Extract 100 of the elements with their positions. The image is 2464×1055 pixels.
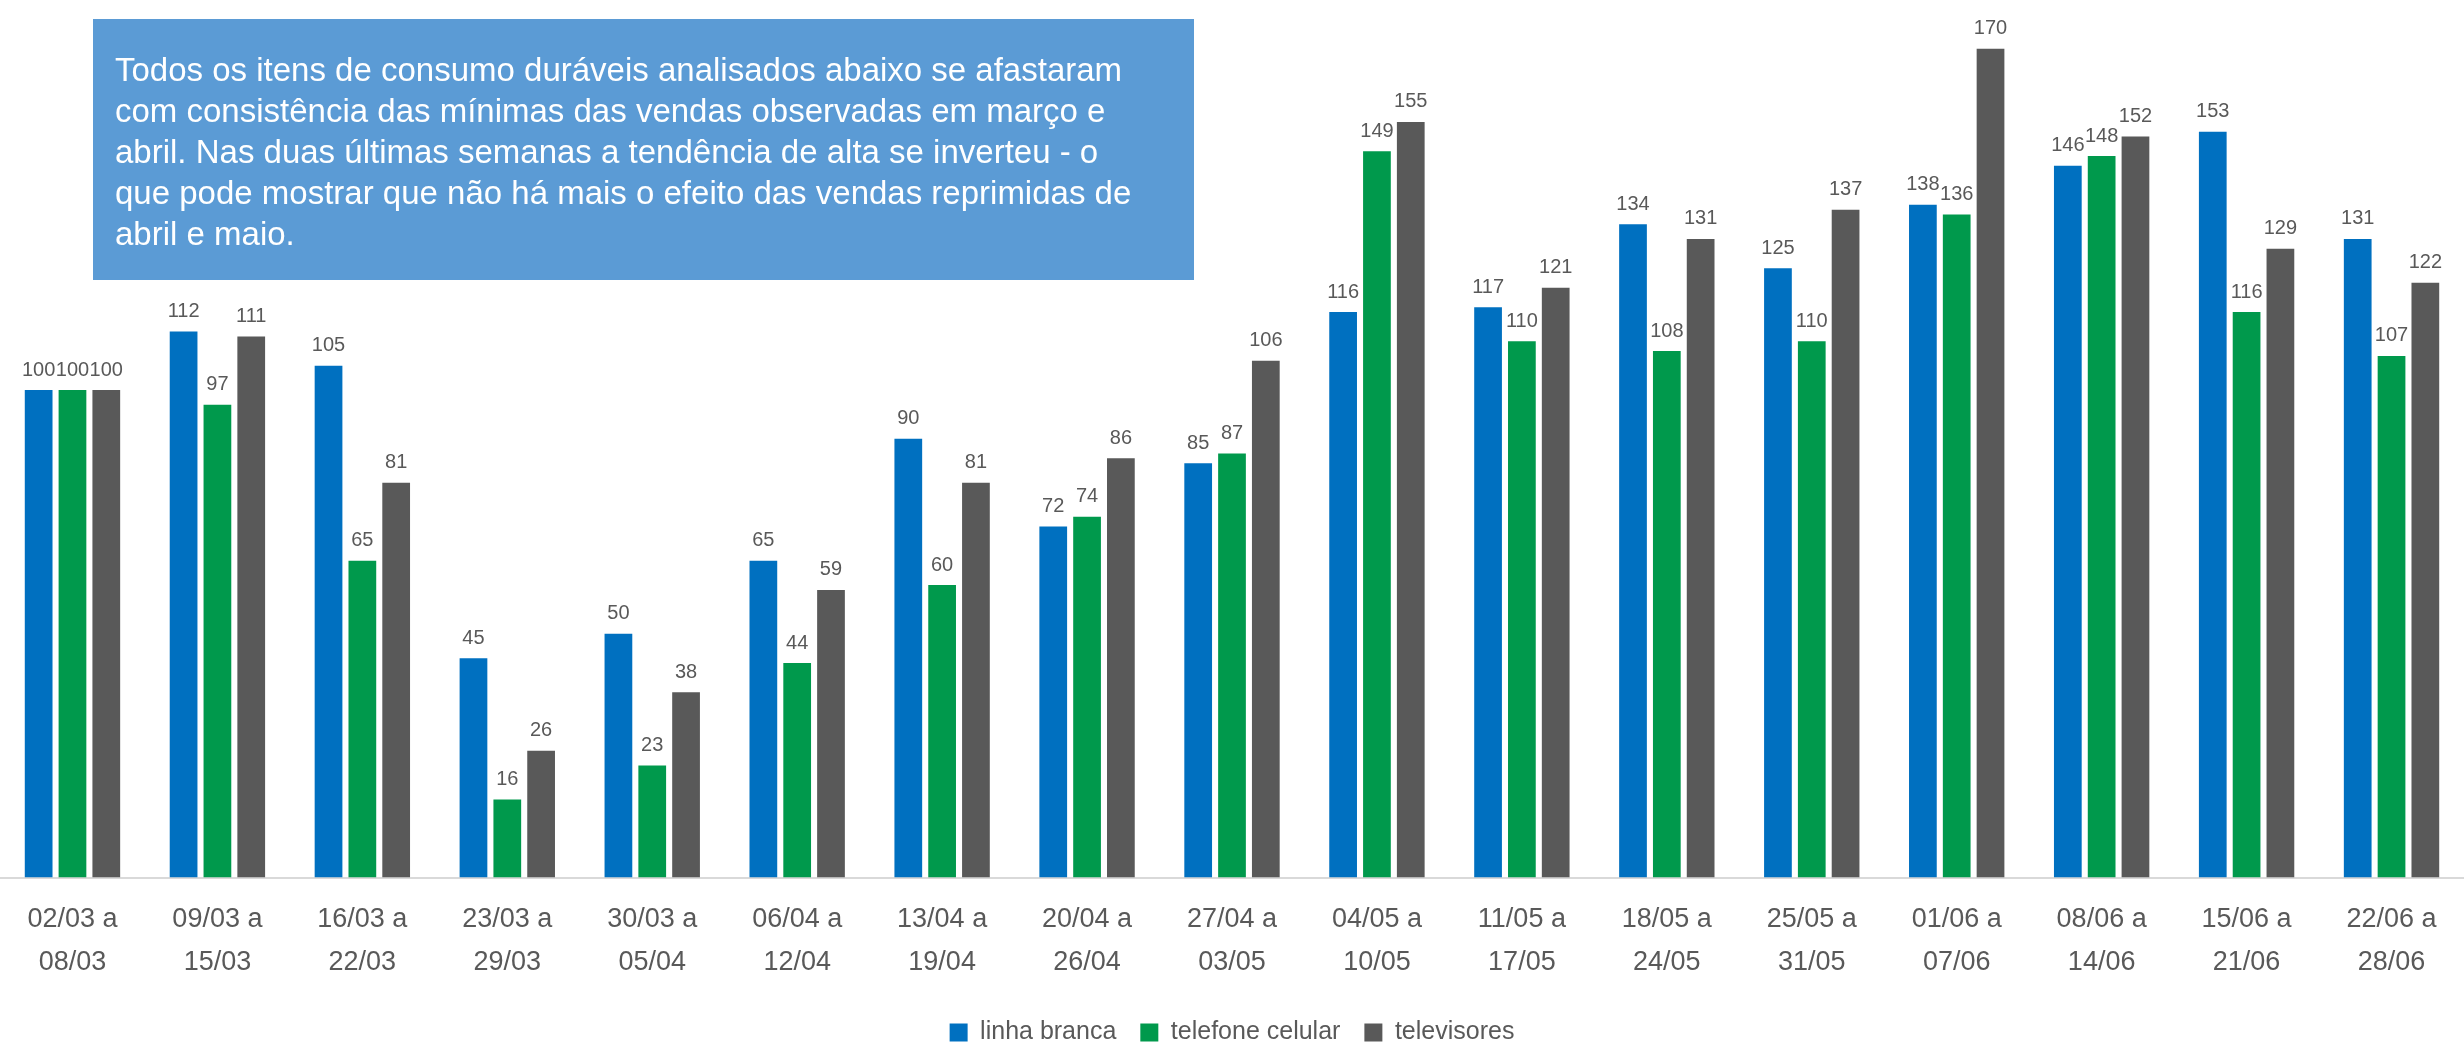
bar xyxy=(604,633,633,878)
x-tick-label: 15/06 a 21/06 xyxy=(2201,902,2293,976)
data-label: 117 xyxy=(1472,274,1505,297)
bar xyxy=(1251,360,1280,878)
data-label: 87 xyxy=(1220,420,1244,443)
x-tick-label: 02/03 a 08/03 xyxy=(27,902,119,976)
data-label: 100 xyxy=(21,357,56,380)
bar xyxy=(348,560,377,878)
bar xyxy=(894,438,923,878)
data-label: 60 xyxy=(930,552,954,575)
x-tick-label: 30/03 a 05/04 xyxy=(607,902,699,976)
bar xyxy=(672,692,700,878)
data-label: 110 xyxy=(1505,308,1538,331)
x-tick-label: 11/05 a 17/05 xyxy=(1477,902,1567,976)
x-tick-label: 01/06 a 07/06 xyxy=(1911,902,2003,976)
x-tick-label: 09/03 a 15/03 xyxy=(172,902,264,976)
bar xyxy=(638,765,667,878)
data-label: 138 xyxy=(1906,172,1940,195)
bar xyxy=(237,336,266,878)
bar xyxy=(2266,248,2295,878)
x-tick-label: 04/05 a 10/05 xyxy=(1331,902,1423,976)
data-label: 16 xyxy=(496,767,519,790)
bar xyxy=(1508,341,1536,878)
bar xyxy=(749,560,778,878)
x-tick-label: 16/03 a 22/03 xyxy=(317,902,409,976)
bar xyxy=(1474,307,1502,878)
bar xyxy=(314,365,343,878)
x-tick-label: 22/06 a 28/06 xyxy=(2346,902,2438,976)
data-label: 44 xyxy=(786,630,809,653)
data-label: 108 xyxy=(1650,318,1684,341)
bar xyxy=(1218,453,1246,878)
x-tick-label: 06/04 a 12/04 xyxy=(752,902,844,976)
data-label: 121 xyxy=(1539,255,1573,278)
bar xyxy=(1541,287,1570,878)
data-label: 131 xyxy=(2341,206,2375,229)
data-label: 85 xyxy=(1187,430,1210,453)
bar xyxy=(783,663,812,878)
bar xyxy=(1329,312,1357,878)
bar xyxy=(2343,238,2372,878)
x-tick-label: 20/04 a 26/04 xyxy=(1042,902,1134,976)
x-tick-label: 23/03 a 29/03 xyxy=(462,902,554,976)
bar xyxy=(817,589,845,878)
bar xyxy=(2232,312,2261,878)
data-label: 50 xyxy=(607,601,630,624)
bar xyxy=(2377,355,2406,878)
data-label: 153 xyxy=(2196,99,2230,122)
bar xyxy=(459,658,488,878)
bar xyxy=(1942,214,1971,878)
bar xyxy=(1039,526,1068,878)
data-label: 131 xyxy=(1683,206,1718,229)
data-label: 100 xyxy=(55,357,90,380)
legend-label: linha branca xyxy=(980,1016,1117,1045)
x-tick-label: 27/04 a 03/05 xyxy=(1186,902,1279,976)
bar xyxy=(1073,516,1101,878)
data-label: 149 xyxy=(1360,118,1394,141)
bar xyxy=(1396,121,1425,878)
data-label: 100 xyxy=(89,357,123,380)
bar xyxy=(2198,131,2227,878)
bar xyxy=(382,482,411,878)
data-label: 23 xyxy=(641,732,664,755)
data-label: 72 xyxy=(1042,494,1065,517)
annotation: Todos os itens de consumo duráveis analisados abaixo se afastaram com consistência das mínimas das vendas observadas em março e abril. Nas duas últimas semanas a tendência de alta se inverteu - o que pode mostrar que não há mais o efeito das vendas reprimidas de abril e maio. xyxy=(93,19,1194,280)
bar xyxy=(203,404,232,878)
data-label: 107 xyxy=(2374,323,2409,346)
bar xyxy=(1184,463,1213,878)
x-tick-label: 18/05 a 24/05 xyxy=(1621,902,1713,976)
data-label: 38 xyxy=(674,659,698,682)
data-label: 45 xyxy=(462,625,485,648)
data-label: 106 xyxy=(1249,328,1283,351)
bar xyxy=(493,799,522,878)
data-label: 122 xyxy=(2408,250,2443,273)
data-label: 155 xyxy=(1394,89,1428,112)
data-label: 86 xyxy=(1109,425,1132,448)
data-label: 134 xyxy=(1616,191,1650,214)
data-label: 136 xyxy=(1940,182,1974,205)
bar xyxy=(58,390,87,878)
bar xyxy=(1909,204,1937,878)
data-label: 125 xyxy=(1761,235,1795,258)
bar xyxy=(2053,165,2082,878)
data-label: 81 xyxy=(964,450,988,473)
bar xyxy=(527,750,555,878)
bar xyxy=(1619,224,1647,878)
data-label: 112 xyxy=(167,299,200,322)
data-label: 105 xyxy=(311,333,346,356)
bar xyxy=(1107,458,1135,878)
x-tick-label: 08/06 a 14/06 xyxy=(2056,902,2148,976)
bar xyxy=(1831,209,1860,878)
bar xyxy=(1652,351,1681,878)
data-label: 137 xyxy=(1828,177,1863,200)
bar xyxy=(2121,136,2150,878)
data-label: 65 xyxy=(752,528,775,551)
data-label: 170 xyxy=(1973,16,2008,39)
data-label: 148 xyxy=(2084,123,2119,146)
data-label: 97 xyxy=(206,372,229,395)
bar xyxy=(169,331,198,878)
data-label: 110 xyxy=(1795,308,1828,331)
data-label: 146 xyxy=(2051,133,2085,156)
bar xyxy=(1764,268,1792,878)
bar xyxy=(1686,238,1715,878)
data-label: 26 xyxy=(529,718,553,741)
